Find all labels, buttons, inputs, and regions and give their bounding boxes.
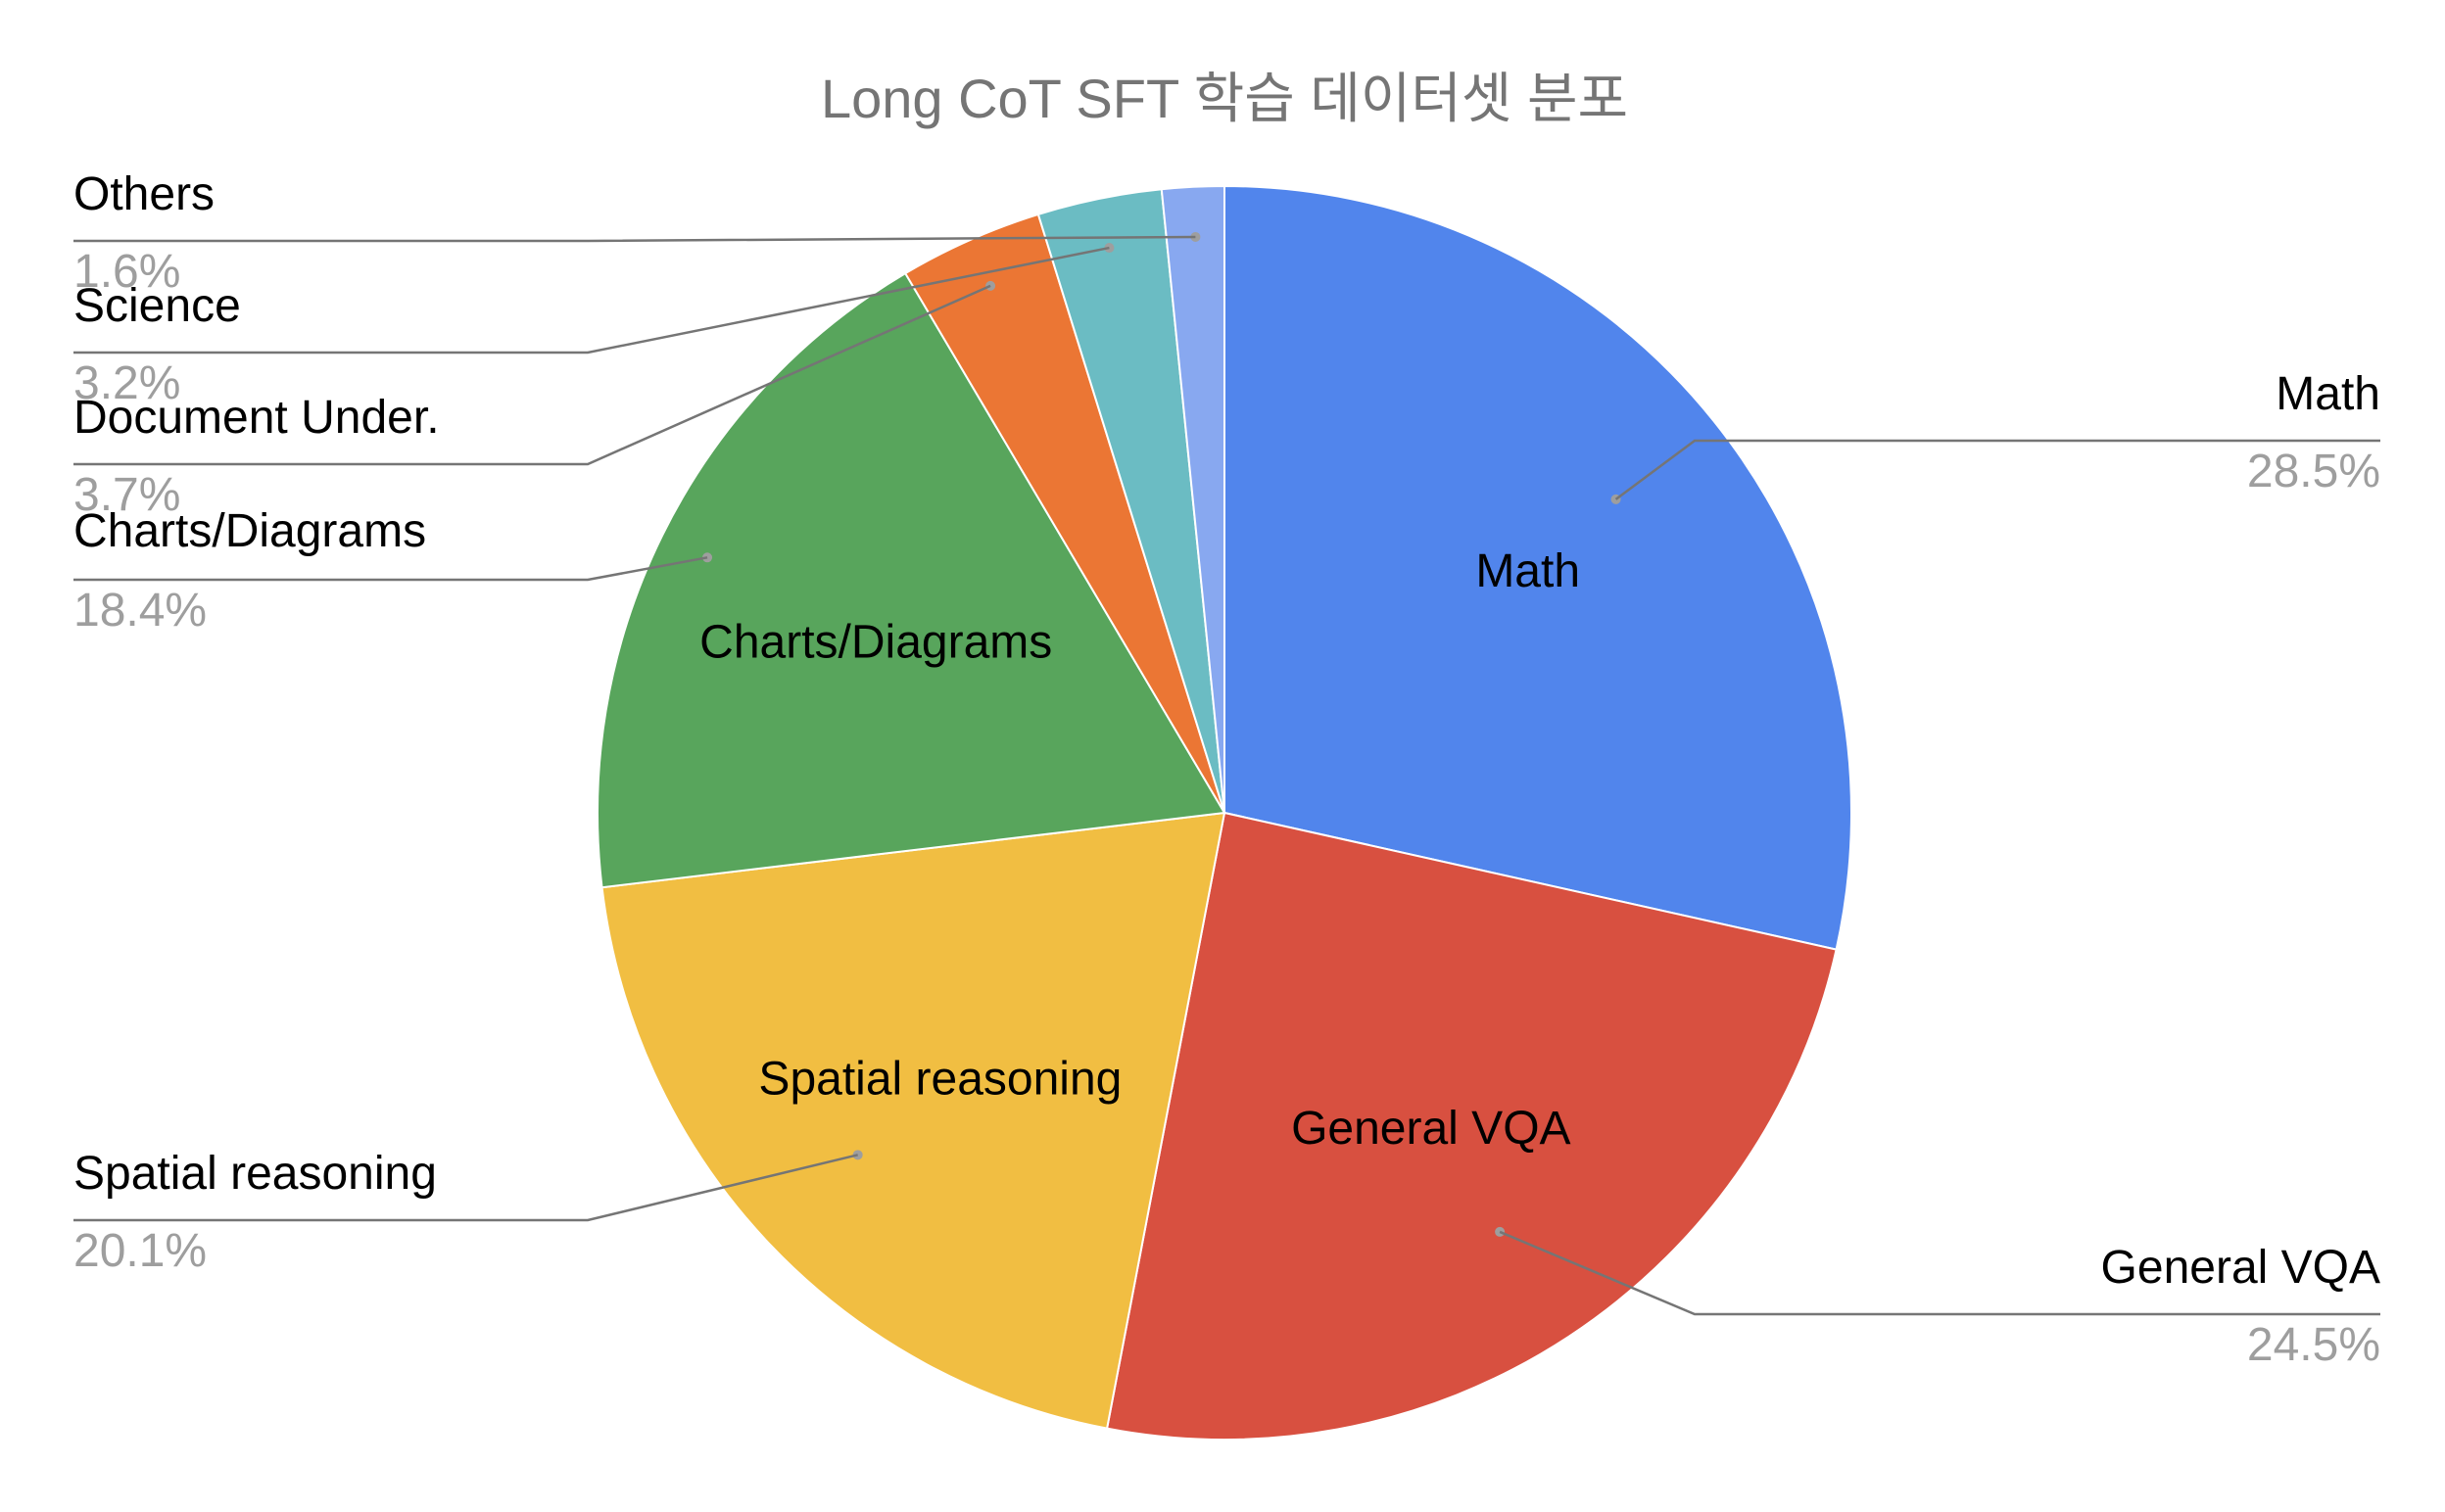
- slice-label-math: Math: [1475, 545, 1580, 597]
- inside-labels: Math General VQA Spatial reasoning Charts/D…: [699, 545, 1580, 1155]
- slice-label-general-vqa: General VQA: [1291, 1103, 1570, 1155]
- callout-percent-others: 1.6%: [73, 246, 180, 298]
- pie-slice-charts-diagrams: [597, 271, 1226, 889]
- callout-percent-spatial-reasoning: 20.1%: [73, 1225, 207, 1277]
- callout-name-math: Math: [2276, 368, 2380, 420]
- callout-percent-charts-diagrams: 18.4%: [73, 585, 207, 637]
- callout-name-general-vqa: General VQA: [2101, 1242, 2380, 1294]
- callout-line-document-under: [73, 284, 991, 466]
- callout-percent-science: 3.2%: [73, 357, 180, 409]
- pie-slices: [597, 184, 1852, 1441]
- slice-label-spatial-reasoning: Spatial reasoning: [758, 1054, 1122, 1106]
- pie-slice-spatial-reasoning: [600, 811, 1226, 1430]
- callout-name-charts-diagrams: Charts/Diagrams: [73, 505, 426, 557]
- callout-percent-math: 28.5%: [2247, 446, 2380, 497]
- callout-line-general-vqa: [1499, 1230, 2380, 1316]
- callout-line-science: [73, 246, 1110, 354]
- callout-line-charts-diagrams: [73, 556, 708, 582]
- chart-title: Long CoT SFT 학습 데이터셋 분포: [821, 68, 1628, 129]
- pie-slice-general-vqa: [1105, 811, 1838, 1441]
- callout-line-math: [1614, 439, 2380, 500]
- slice-label-charts-diagrams: Charts/Diagrams: [699, 616, 1052, 668]
- callout-name-science: Science: [73, 280, 241, 332]
- pie-slice-others: [1160, 184, 1225, 814]
- callout-line-others: [73, 235, 1196, 243]
- callout-line-spatial-reasoning: [73, 1154, 858, 1222]
- callout-labels: Math 28.5% General VQA 24.5% Spatial reasoni…: [73, 168, 2380, 1371]
- callout-name-spatial-reasoning: Spatial reasoning: [73, 1148, 437, 1200]
- pie-slice-math: [1223, 184, 1852, 951]
- callout-name-document-under: Document Under.: [73, 392, 440, 444]
- callout-name-others: Others: [73, 168, 215, 220]
- callout-percent-general-vqa: 24.5%: [2247, 1319, 2380, 1371]
- callout-percent-document-under: 3.7%: [73, 469, 180, 521]
